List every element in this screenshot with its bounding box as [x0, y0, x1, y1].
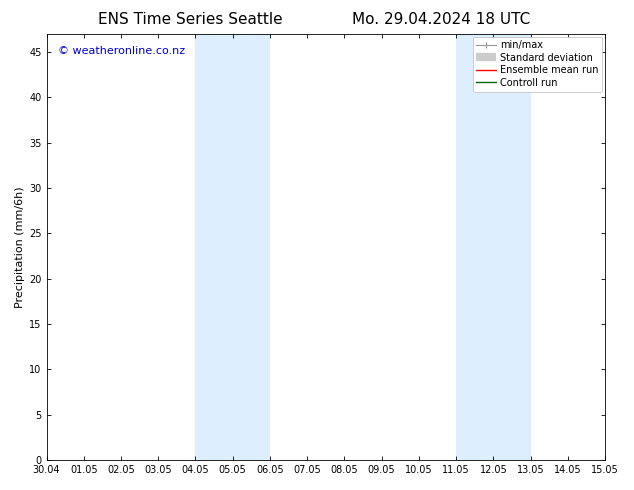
Y-axis label: Precipitation (mm/6h): Precipitation (mm/6h)	[15, 186, 25, 308]
Bar	[456, 34, 531, 460]
Text: © weatheronline.co.nz: © weatheronline.co.nz	[58, 47, 185, 56]
Bar	[195, 34, 270, 460]
Text: ENS Time Series Seattle: ENS Time Series Seattle	[98, 12, 283, 27]
Legend: min/max, Standard deviation, Ensemble mean run, Controll run: min/max, Standard deviation, Ensemble me…	[472, 37, 602, 92]
Text: Mo. 29.04.2024 18 UTC: Mo. 29.04.2024 18 UTC	[351, 12, 530, 27]
